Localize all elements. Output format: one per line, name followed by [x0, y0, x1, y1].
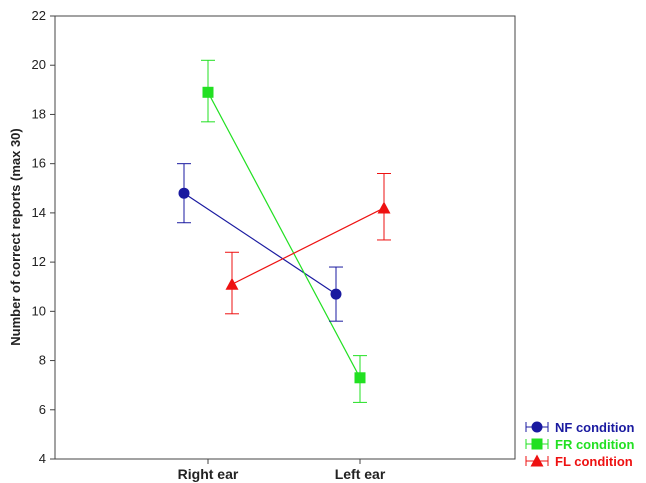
y-tick-label: 12 — [32, 254, 46, 269]
error-bars — [177, 59, 391, 403]
y-tick-label: 22 — [32, 8, 46, 23]
y-tick-label: 18 — [32, 106, 46, 121]
legend-label: NF condition — [555, 420, 634, 435]
data-point — [330, 288, 342, 300]
y-tick-label: 10 — [32, 303, 46, 318]
y-axis-label: Number of correct reports (max 30) — [8, 128, 23, 345]
y-tick-label: 14 — [32, 205, 46, 220]
data-markers — [178, 86, 391, 384]
legend-marker — [531, 438, 543, 450]
legend: NF condition FR condition FL condition — [525, 420, 634, 469]
x-category-label: Left ear — [335, 466, 386, 482]
x-axis-categories: Right ear Left ear — [178, 459, 386, 482]
y-tick-label: 6 — [39, 402, 46, 417]
data-point — [178, 187, 190, 199]
x-category-label: Right ear — [178, 466, 239, 482]
plot-frame — [54, 15, 516, 460]
y-tick-label: 4 — [39, 451, 46, 466]
series-line — [207, 92, 361, 379]
legend-label: FR condition — [555, 437, 634, 452]
series-lines — [183, 92, 385, 379]
legend-marker — [531, 421, 543, 433]
data-point — [202, 86, 214, 98]
data-point — [377, 201, 391, 214]
data-point — [354, 372, 366, 384]
y-tick-label: 8 — [39, 353, 46, 368]
data-point — [225, 277, 239, 290]
y-axis-ticks: 4 6 8 10 12 14 16 18 20 22 — [32, 8, 55, 466]
y-tick-label: 16 — [32, 156, 46, 171]
series-line — [183, 192, 337, 295]
y-tick-label: 20 — [32, 57, 46, 72]
legend-marker — [530, 454, 544, 467]
legend-label: FL condition — [555, 454, 633, 469]
series-line — [231, 207, 385, 285]
